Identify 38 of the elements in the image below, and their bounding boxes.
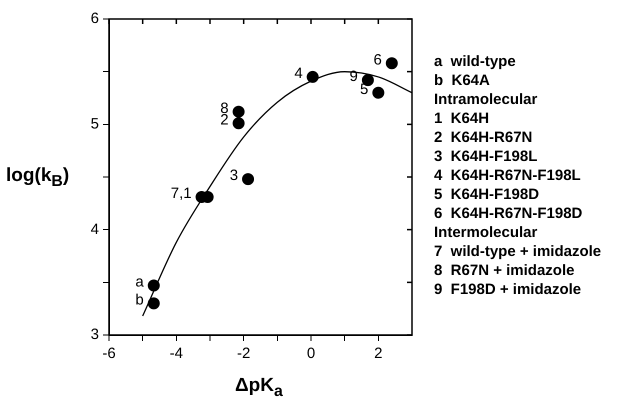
text: 8 R67N + imidazole	[434, 262, 574, 279]
text: 9 F198D + imidazole	[434, 281, 582, 298]
annotation: 7,1	[170, 185, 192, 202]
x-tick-label: 0	[306, 345, 316, 362]
x-tick-label: -2	[236, 345, 250, 362]
text: 2 K64H-R67N	[434, 129, 532, 146]
annotation: 4	[294, 65, 303, 82]
text: Intramolecular	[434, 91, 538, 108]
text: 1 K64H	[434, 110, 490, 127]
text: b K64A	[434, 72, 490, 89]
text: 3 K64H-F198L	[434, 148, 538, 165]
y-tick-label: 5	[90, 115, 99, 132]
annotation: a	[135, 274, 144, 291]
text: Intermolecular	[434, 224, 538, 241]
point	[372, 86, 384, 99]
point	[386, 57, 398, 70]
x-tick-label: 2	[374, 345, 383, 362]
text: 7 wild-type + imidazole	[434, 243, 602, 260]
point	[242, 173, 254, 186]
text: 6 K64H-R67N-F198D	[434, 205, 582, 222]
point	[232, 117, 245, 130]
point	[232, 106, 245, 118]
x-tick-label: -4	[170, 345, 184, 362]
x-tick-label: -6	[102, 345, 116, 362]
annotation: b	[135, 292, 144, 309]
y-axis-title: log(k$_{B}$)	[6, 165, 70, 191]
point	[148, 279, 160, 292]
point	[148, 297, 160, 310]
annotation: 6	[373, 51, 382, 68]
text: a wild-type	[434, 53, 516, 70]
text: 4 K64H-R67N-F198L	[434, 167, 581, 184]
y-tick-label: 6	[90, 10, 99, 28]
y-tick-label: 4	[90, 220, 99, 238]
point	[306, 70, 319, 83]
annotation: 3	[230, 167, 238, 184]
y-tick-label: 3	[90, 326, 99, 344]
x-axis-title: ΔpK$_{a}$	[235, 375, 283, 401]
text: 5 K64H-F198D	[434, 186, 540, 203]
